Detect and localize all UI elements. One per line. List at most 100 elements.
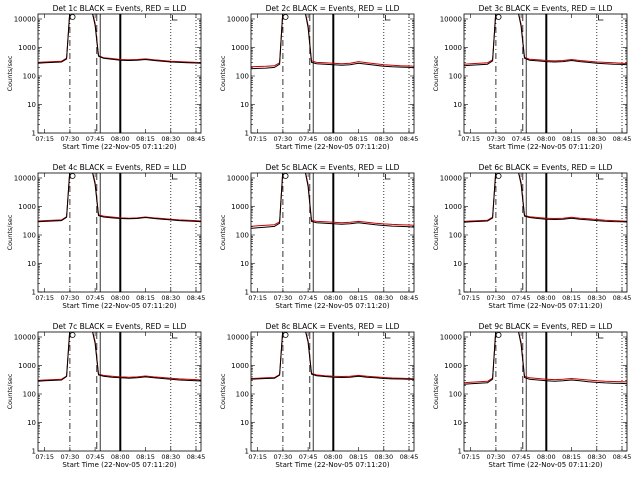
plot-frame (37, 13, 202, 134)
x-tick-label: 08:30 (374, 453, 393, 461)
y-tick-label: 10000 (440, 175, 462, 183)
x-tick-label: 07:45 (512, 294, 531, 302)
x-tick-label: 07:30 (274, 135, 293, 143)
x-tick-label: 07:15 (248, 453, 267, 461)
x-tick-label: 07:15 (35, 453, 54, 461)
panel-title: Det 7c BLACK = Events, RED = LLD (53, 322, 187, 331)
y-tick-label: 1 (245, 289, 249, 297)
y-axis-label: Counts/sec (432, 214, 440, 250)
y-tick-label: 1 (458, 289, 462, 297)
x-tick-label: 08:30 (587, 135, 606, 143)
y-tick-label: 10000 (14, 16, 36, 24)
annotation-circle (69, 332, 76, 338)
panel-det-7: 1 10 100 1000 10000 07:15 07:30 07:45 08:00 08:15… (6, 322, 205, 469)
x-tick-label: 07:45 (299, 135, 318, 143)
series-events-line (38, 332, 201, 382)
plot-frame (250, 172, 415, 293)
plot-frame (463, 13, 628, 134)
y-tick-label: 10 (27, 101, 36, 109)
x-tick-label: 07:15 (461, 294, 480, 302)
panel-title: Det 1c BLACK = Events, RED = LLD (53, 4, 187, 13)
x-tick-label: 08:00 (111, 453, 130, 461)
x-tick-label: 08:15 (136, 453, 155, 461)
panel-title: Det 9c BLACK = Events, RED = LLD (479, 322, 613, 331)
x-tick-label: 08:45 (613, 453, 632, 461)
y-tick-label: 1 (32, 130, 36, 138)
y-tick-label: 1000 (444, 362, 462, 370)
x-tick-label: 08:30 (587, 453, 606, 461)
annotation-circle (69, 173, 76, 179)
annotation-circle (495, 14, 502, 20)
annotation-bracket (598, 174, 604, 180)
x-tick-label: 08:15 (349, 135, 368, 143)
y-tick-label: 10 (240, 419, 249, 427)
annotation-bracket (598, 15, 604, 21)
y-tick-label: 100 (236, 232, 249, 240)
panel-title: Det 8c BLACK = Events, RED = LLD (266, 322, 400, 331)
y-tick-label: 1000 (231, 44, 249, 52)
panel-det-6: 1 10 100 1000 10000 07:15 07:30 07:45 08:00 08:15… (432, 163, 631, 310)
x-tick-label: 07:30 (487, 135, 506, 143)
x-axis-label: Start Time (22-Nov-05 07:11:20) (275, 461, 389, 469)
x-tick-label: 08:45 (400, 294, 419, 302)
series-events-line (251, 14, 414, 70)
y-tick-label: 10 (453, 419, 462, 427)
y-tick-label: 10000 (14, 175, 36, 183)
series-events-line (38, 14, 201, 64)
plot-frame (463, 172, 628, 293)
panel-det-8: 1 10 100 1000 10000 07:15 07:30 07:45 08:00 08:15… (219, 322, 418, 469)
series-events-line (251, 332, 414, 380)
y-axis-label: Counts/sec (6, 214, 14, 250)
x-tick-label: 08:45 (613, 135, 632, 143)
panel-det-1: 1 10 100 1000 10000 07:15 07:30 07:45 08:00 08:15… (6, 4, 205, 151)
x-tick-label: 08:15 (349, 453, 368, 461)
y-tick-label: 100 (236, 391, 249, 399)
y-tick-label: 100 (449, 73, 462, 81)
y-tick-label: 1 (32, 448, 36, 456)
x-tick-label: 08:15 (562, 453, 581, 461)
y-tick-label: 1 (245, 448, 249, 456)
x-tick-label: 07:45 (512, 453, 531, 461)
y-tick-label: 100 (23, 391, 36, 399)
x-tick-label: 08:00 (324, 294, 343, 302)
x-tick-label: 08:45 (187, 453, 206, 461)
x-axis-label: Start Time (22-Nov-05 07:11:20) (275, 143, 389, 151)
panel-title: Det 3c BLACK = Events, RED = LLD (479, 4, 613, 13)
y-axis-label: Counts/sec (219, 373, 227, 409)
x-axis-label: Start Time (22-Nov-05 07:11:20) (62, 302, 176, 310)
x-axis-label: Start Time (22-Nov-05 07:11:20) (62, 143, 176, 151)
y-tick-label: 1000 (18, 362, 36, 370)
x-tick-label: 08:45 (400, 135, 419, 143)
x-axis-label: Start Time (22-Nov-05 07:11:20) (62, 461, 176, 469)
y-tick-label: 10 (27, 260, 36, 268)
plot-frame (37, 172, 202, 293)
y-tick-label: 100 (449, 391, 462, 399)
x-tick-label: 08:30 (374, 294, 393, 302)
x-tick-label: 08:00 (537, 294, 556, 302)
x-tick-label: 08:30 (374, 135, 393, 143)
x-tick-label: 07:30 (274, 294, 293, 302)
y-tick-label: 10 (453, 101, 462, 109)
panel-title: Det 4c BLACK = Events, RED = LLD (53, 163, 187, 172)
x-tick-label: 08:30 (161, 294, 180, 302)
plot-frame (463, 331, 628, 452)
y-axis-label: Counts/sec (219, 214, 227, 250)
series-events-line (464, 332, 627, 385)
annotation-circle (495, 332, 502, 338)
x-tick-label: 08:30 (161, 135, 180, 143)
y-tick-label: 1000 (18, 44, 36, 52)
x-axis-label: Start Time (22-Nov-05 07:11:20) (488, 302, 602, 310)
y-tick-label: 1000 (444, 44, 462, 52)
x-tick-label: 08:00 (537, 453, 556, 461)
x-tick-label: 08:15 (562, 294, 581, 302)
y-tick-label: 1000 (231, 362, 249, 370)
x-tick-label: 07:30 (61, 453, 80, 461)
panel-det-5: 1 10 100 1000 10000 07:15 07:30 07:45 08:00 08:15… (219, 163, 418, 310)
y-axis-label: Counts/sec (6, 373, 14, 409)
y-tick-label: 1 (245, 130, 249, 138)
x-tick-label: 07:30 (61, 294, 80, 302)
x-tick-label: 07:45 (512, 135, 531, 143)
x-axis-label: Start Time (22-Nov-05 07:11:20) (488, 143, 602, 151)
